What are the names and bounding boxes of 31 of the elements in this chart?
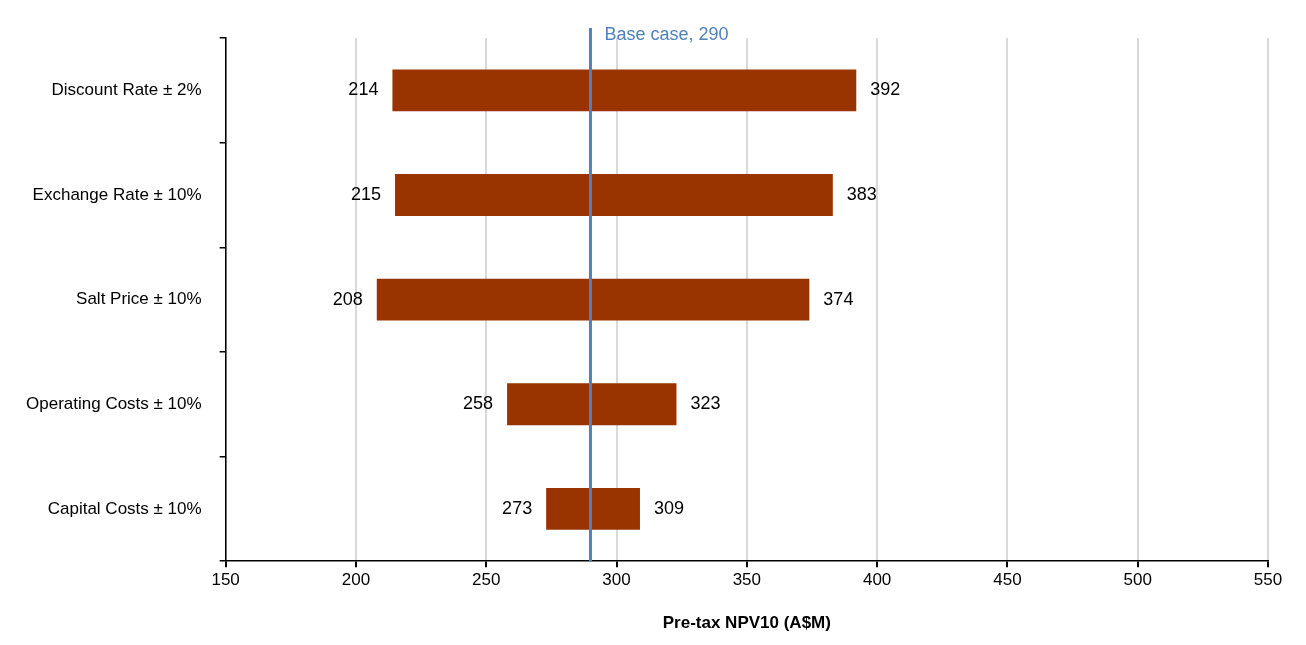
bar: [546, 487, 640, 530]
bar: [395, 174, 833, 216]
annotation: 383: [846, 183, 877, 204]
annotation: 323: [690, 393, 721, 414]
bar: [392, 69, 857, 112]
ref-line-label: Base case, 290: [604, 23, 729, 44]
annotation: 273: [502, 497, 533, 518]
y-tick-label: Salt Price ± 10%: [76, 289, 202, 309]
annotation: 309: [653, 497, 685, 518]
x-tick-label: 400: [862, 570, 892, 590]
x-axis-title: Pre-tax NPV10 (A$M): [662, 613, 831, 633]
x-tick-label: 350: [732, 570, 762, 590]
x-tick-label: 250: [472, 570, 501, 590]
bar: [507, 383, 677, 426]
y-tick-label: Exchange Rate ± 10%: [32, 184, 202, 204]
annotation: 208: [332, 288, 363, 309]
x-tick-label: 200: [341, 570, 371, 590]
x-tick-label: 500: [1123, 570, 1152, 590]
annotation: 392: [870, 79, 901, 100]
x-tick-label: 300: [602, 570, 631, 590]
y-tick-label: Capital Costs ± 10%: [47, 498, 202, 518]
y-tick-label: Discount Rate ± 2%: [51, 80, 202, 100]
bar: [376, 278, 810, 321]
annotation: 214: [348, 79, 379, 100]
y-tick-label: Operating Costs ± 10%: [26, 393, 202, 413]
annotation: 258: [463, 393, 494, 414]
x-tick-label: 450: [993, 570, 1022, 590]
x-tick-label: 550: [1253, 570, 1283, 590]
x-tick-label: 150: [211, 570, 240, 590]
annotation: 374: [823, 288, 854, 309]
annotation: 215: [350, 183, 382, 204]
